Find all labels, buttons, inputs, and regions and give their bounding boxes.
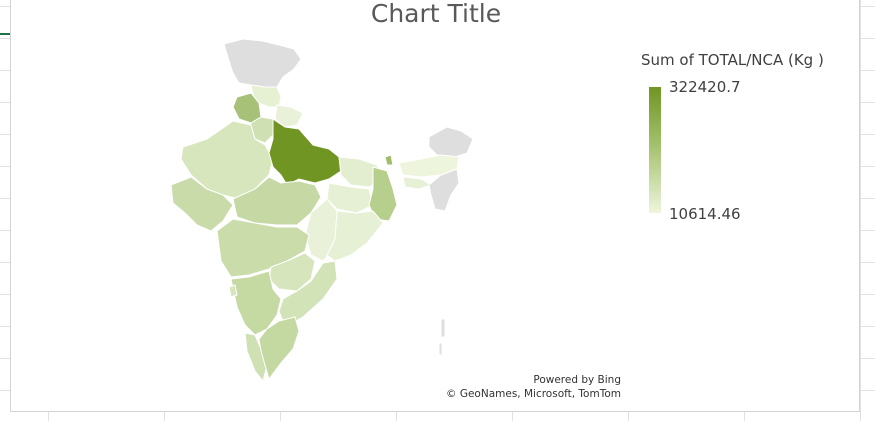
india-map[interactable]: [11, 0, 861, 413]
region-sikkim[interactable]: [384, 154, 394, 166]
region-west-bengal[interactable]: [368, 166, 398, 222]
region-meghalaya[interactable]: [402, 176, 433, 190]
region-karnataka[interactable]: [230, 270, 282, 336]
region-arunachal-pradesh[interactable]: [428, 126, 474, 158]
chart-title[interactable]: Chart Title: [370, 0, 502, 28]
legend-color-scale: [649, 87, 661, 213]
region-tamil-nadu[interactable]: [258, 316, 300, 381]
legend-max-label: 322420.7: [669, 78, 741, 96]
legend-min-label: 10614.46: [669, 205, 741, 223]
region-maharashtra[interactable]: [216, 218, 310, 278]
chart-area[interactable]: Chart Title: [10, 0, 860, 412]
region-andaman-nicobar[interactable]: [438, 318, 446, 356]
attribution-powered-by: Powered by Bing: [533, 374, 621, 386]
region-telangana[interactable]: [268, 252, 316, 292]
map-attribution: Powered by Bing © GeoNames, Microsoft, T…: [391, 373, 621, 401]
region-jammu-kashmir[interactable]: [223, 38, 302, 88]
region-andhra-pradesh[interactable]: [278, 260, 338, 328]
region-uttar-pradesh[interactable]: [268, 118, 342, 186]
region-northeast-states[interactable]: [428, 168, 460, 212]
cell-selection-edge: [0, 33, 10, 35]
attribution-sources: © GeoNames, Microsoft, TomTom: [445, 388, 621, 400]
region-uttarakhand[interactable]: [274, 104, 304, 128]
region-kerala[interactable]: [244, 332, 268, 383]
region-odisha[interactable]: [326, 210, 384, 262]
legend-title[interactable]: Sum of TOTAL/NCA (Kg ): [641, 51, 824, 69]
region-rajasthan[interactable]: [180, 120, 274, 200]
region-goa[interactable]: [228, 284, 238, 298]
region-gujarat[interactable]: [170, 176, 234, 232]
